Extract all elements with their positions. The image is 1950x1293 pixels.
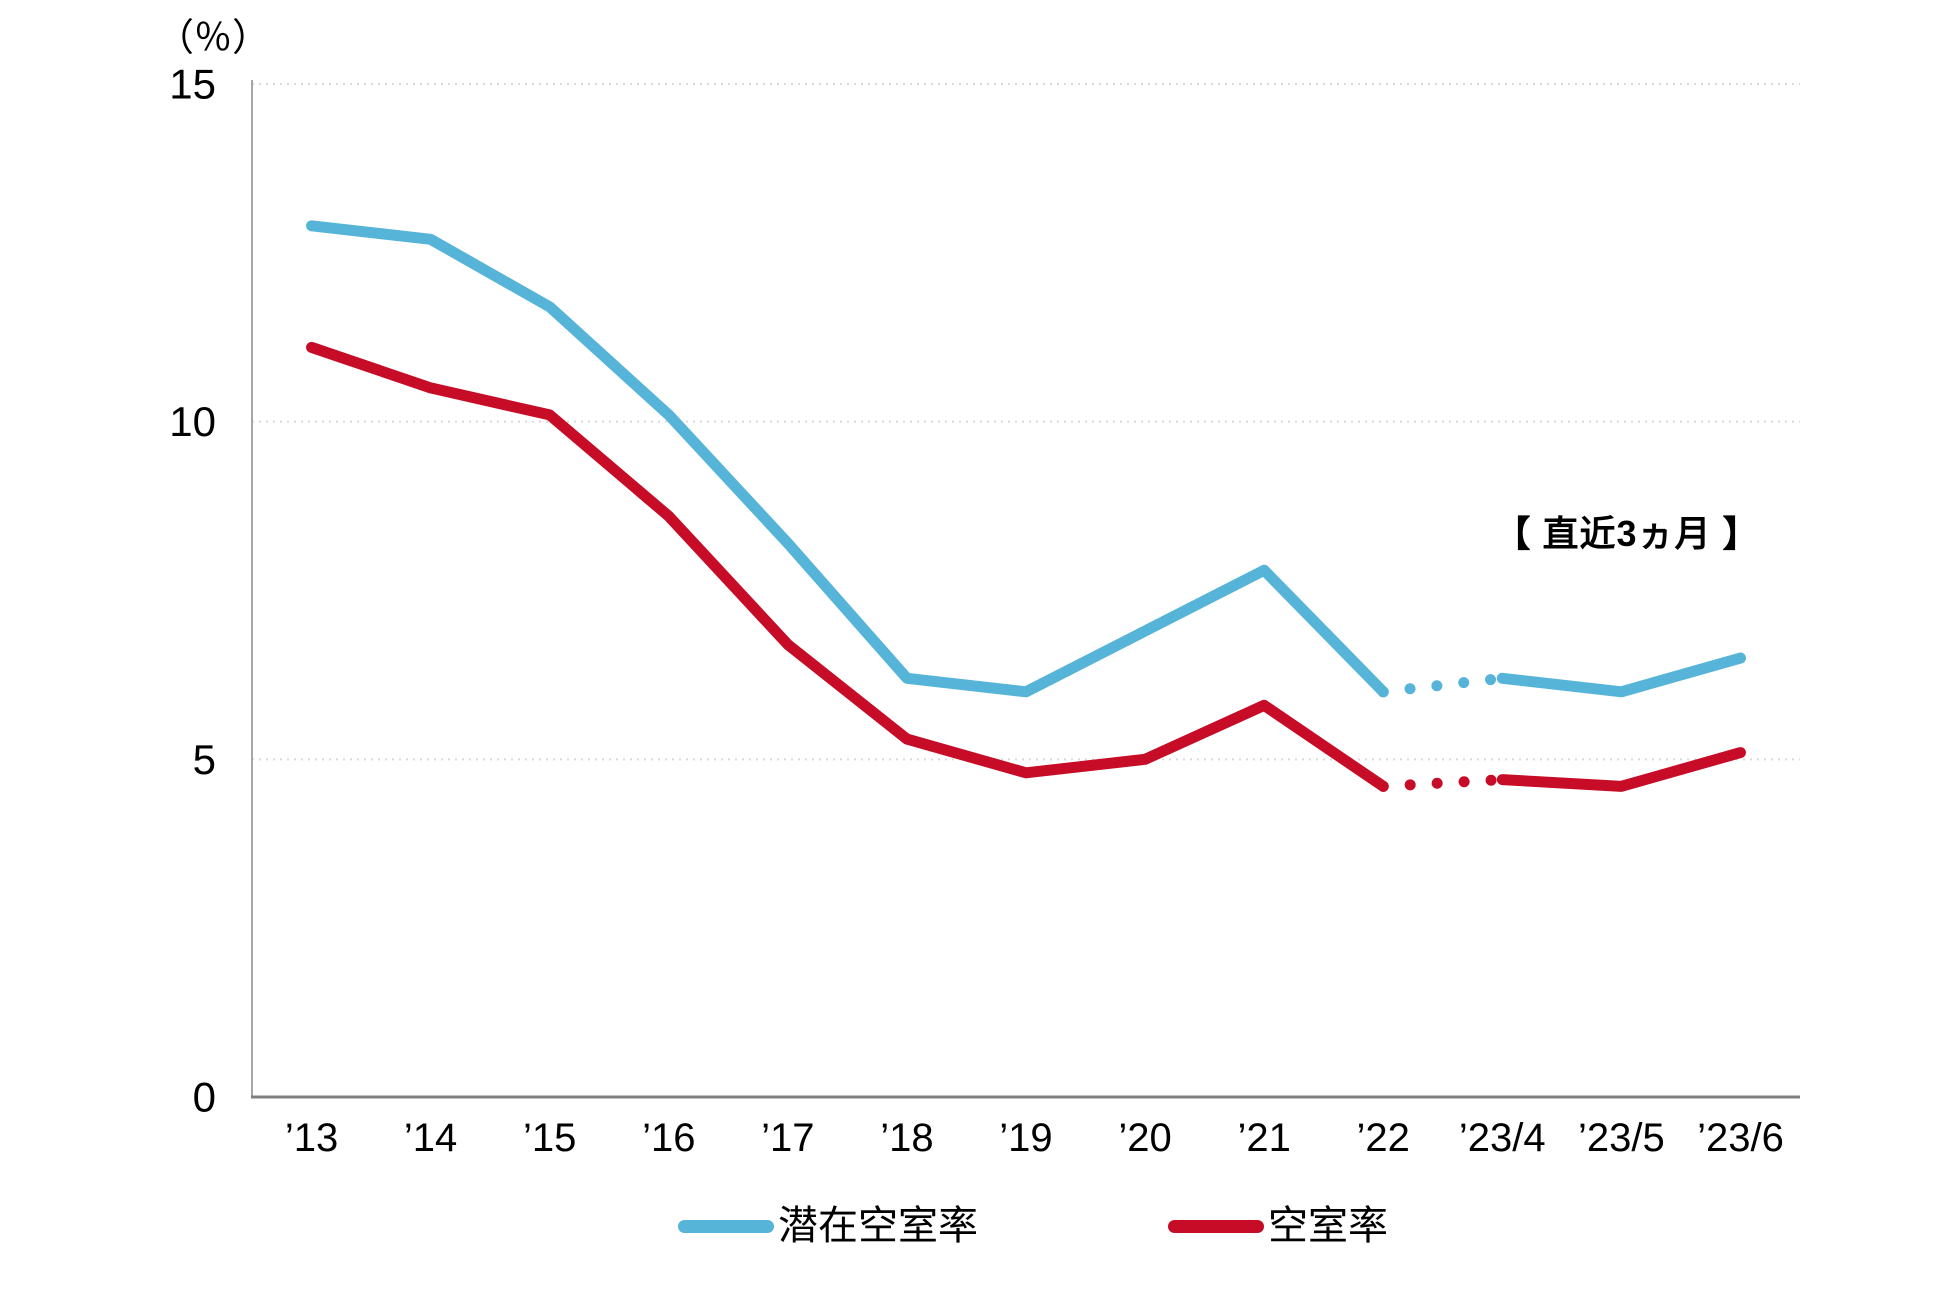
y-tick-label-5: 5 bbox=[193, 736, 216, 783]
y-tick-label-10: 10 bbox=[169, 398, 216, 445]
legend-item-potential-vacancy: 潜在空室率 bbox=[678, 1206, 978, 1246]
legend-swatch-potential-vacancy bbox=[678, 1219, 774, 1233]
x-tick-label-8: ’20 bbox=[1118, 1116, 1171, 1160]
y-tick-label-15: 15 bbox=[169, 61, 216, 108]
chart-legend: 潜在空室率 空室率 bbox=[678, 1206, 1388, 1246]
series-1-solid-a bbox=[306, 341, 1389, 792]
x-tick-label-13: ’23/6 bbox=[1697, 1116, 1784, 1160]
legend-swatch-vacancy bbox=[1168, 1219, 1264, 1233]
x-tick-label-10: ’22 bbox=[1357, 1116, 1410, 1160]
y-axis-unit-label: （％） bbox=[155, 17, 271, 60]
x-tick-label-4: ’16 bbox=[642, 1116, 695, 1160]
legend-label-vacancy: 空室率 bbox=[1268, 1204, 1388, 1248]
series-0-solid-a bbox=[306, 220, 1389, 698]
x-tick-label-6: ’18 bbox=[880, 1116, 933, 1160]
recent-3-months-annotation: 【 直近3ヵ月 】 bbox=[1494, 513, 1760, 554]
legend-item-vacancy: 空室率 bbox=[1168, 1206, 1388, 1246]
series-1-solid-b bbox=[1496, 747, 1746, 792]
x-tick-label-2: ’14 bbox=[404, 1116, 457, 1160]
x-tick-label-11: ’23/4 bbox=[1459, 1116, 1546, 1160]
x-tick-label-1: ’13 bbox=[285, 1116, 338, 1160]
x-tick-label-3: ’15 bbox=[523, 1116, 576, 1160]
series-0-solid-b bbox=[1496, 652, 1746, 698]
x-tick-label-7: ’19 bbox=[999, 1116, 1052, 1160]
series-1-dotted bbox=[1377, 774, 1508, 792]
x-tick-label-5: ’17 bbox=[761, 1116, 814, 1160]
x-tick-label-9: ’21 bbox=[1237, 1116, 1290, 1160]
x-tick-label-12: ’23/5 bbox=[1578, 1116, 1665, 1160]
y-tick-label-0: 0 bbox=[193, 1074, 216, 1121]
series-0-dotted bbox=[1377, 672, 1508, 698]
legend-label-potential-vacancy: 潜在空室率 bbox=[778, 1204, 978, 1248]
